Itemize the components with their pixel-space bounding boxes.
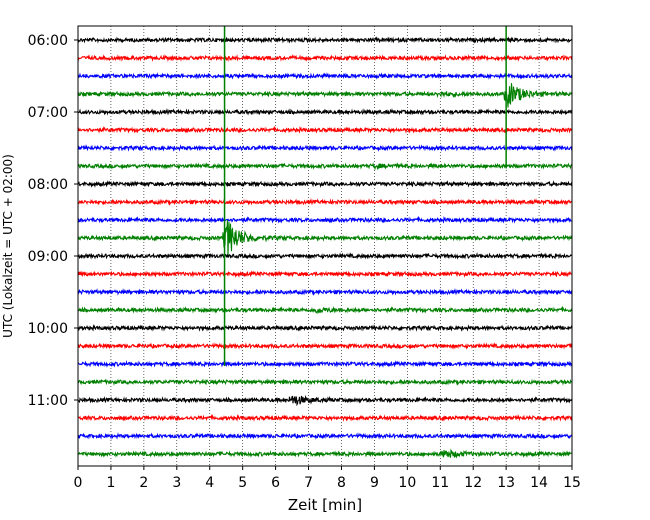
y-tick-label: 07:00 [28, 105, 68, 121]
x-tick-label: 8 [337, 475, 346, 491]
trace-row-0830 [77, 215, 573, 224]
y-ticks: 06:00 07:00 08:00 09:00 10:00 11:00 [28, 33, 78, 409]
trace-row-0845 [77, 219, 573, 258]
trace-row-0930 [77, 288, 573, 296]
trace-row-0815 [77, 198, 573, 206]
x-tick-label: 5 [238, 475, 247, 491]
plot-frame [77, 25, 573, 467]
x-ticks: 0 1 2 3 4 5 6 7 8 9 10 11 12 13 14 15 [74, 466, 581, 491]
x-tick-label: 2 [139, 475, 148, 491]
trace-row-0730 [77, 144, 573, 152]
y-tick-label: 06:00 [28, 33, 68, 49]
trace-row-0615 [77, 54, 573, 63]
x-tick-label: 11 [431, 475, 449, 491]
x-tick-label: 4 [205, 475, 214, 491]
x-tick-label: 15 [563, 475, 581, 491]
x-tick-label: 13 [497, 475, 515, 491]
x-tick-label: 7 [304, 475, 313, 491]
spike-layer [223, 26, 507, 366]
trace-row-1130 [77, 432, 573, 440]
vertical-grid [110, 26, 540, 466]
trace-row-0700 [77, 108, 573, 116]
trace-row-1015 [77, 342, 573, 350]
trace-layer [77, 36, 573, 459]
x-tick-label: 14 [530, 475, 548, 491]
trace-row-0800 [77, 180, 573, 188]
trace-row-1030 [77, 360, 573, 368]
y-axis-label: UTC (Lokalzeit = UTC + 02:00) [1, 154, 15, 338]
x-tick-label: 6 [271, 475, 280, 491]
x-tick-label: 0 [74, 475, 83, 491]
trace-row-0630 [77, 72, 573, 80]
x-tick-label: 12 [464, 475, 482, 491]
x-tick-label: 3 [172, 475, 181, 491]
trace-row-0745 [77, 162, 573, 171]
y-tick-label: 09:00 [28, 249, 68, 265]
trace-row-1000 [77, 323, 573, 332]
trace-row-1100 [77, 394, 573, 407]
trace-row-1115 [77, 413, 573, 422]
trace-row-0645 [77, 83, 573, 108]
trace-row-0915 [77, 270, 573, 278]
trace-row-1045 [77, 378, 573, 386]
x-tick-label: 9 [370, 475, 379, 491]
x-tick-label: 1 [106, 475, 115, 491]
trace-row-1145 [77, 448, 573, 459]
trace-row-0900 [77, 252, 573, 260]
x-tick-label: 10 [398, 475, 416, 491]
x-axis-label: Zeit [min] [288, 496, 362, 514]
trace-row-0945 [77, 305, 573, 315]
trace-row-0715 [77, 125, 573, 134]
y-tick-label: 10:00 [28, 321, 68, 337]
y-tick-label: 11:00 [28, 393, 68, 409]
y-tick-label: 08:00 [28, 177, 68, 193]
trace-row-0600 [77, 36, 573, 44]
